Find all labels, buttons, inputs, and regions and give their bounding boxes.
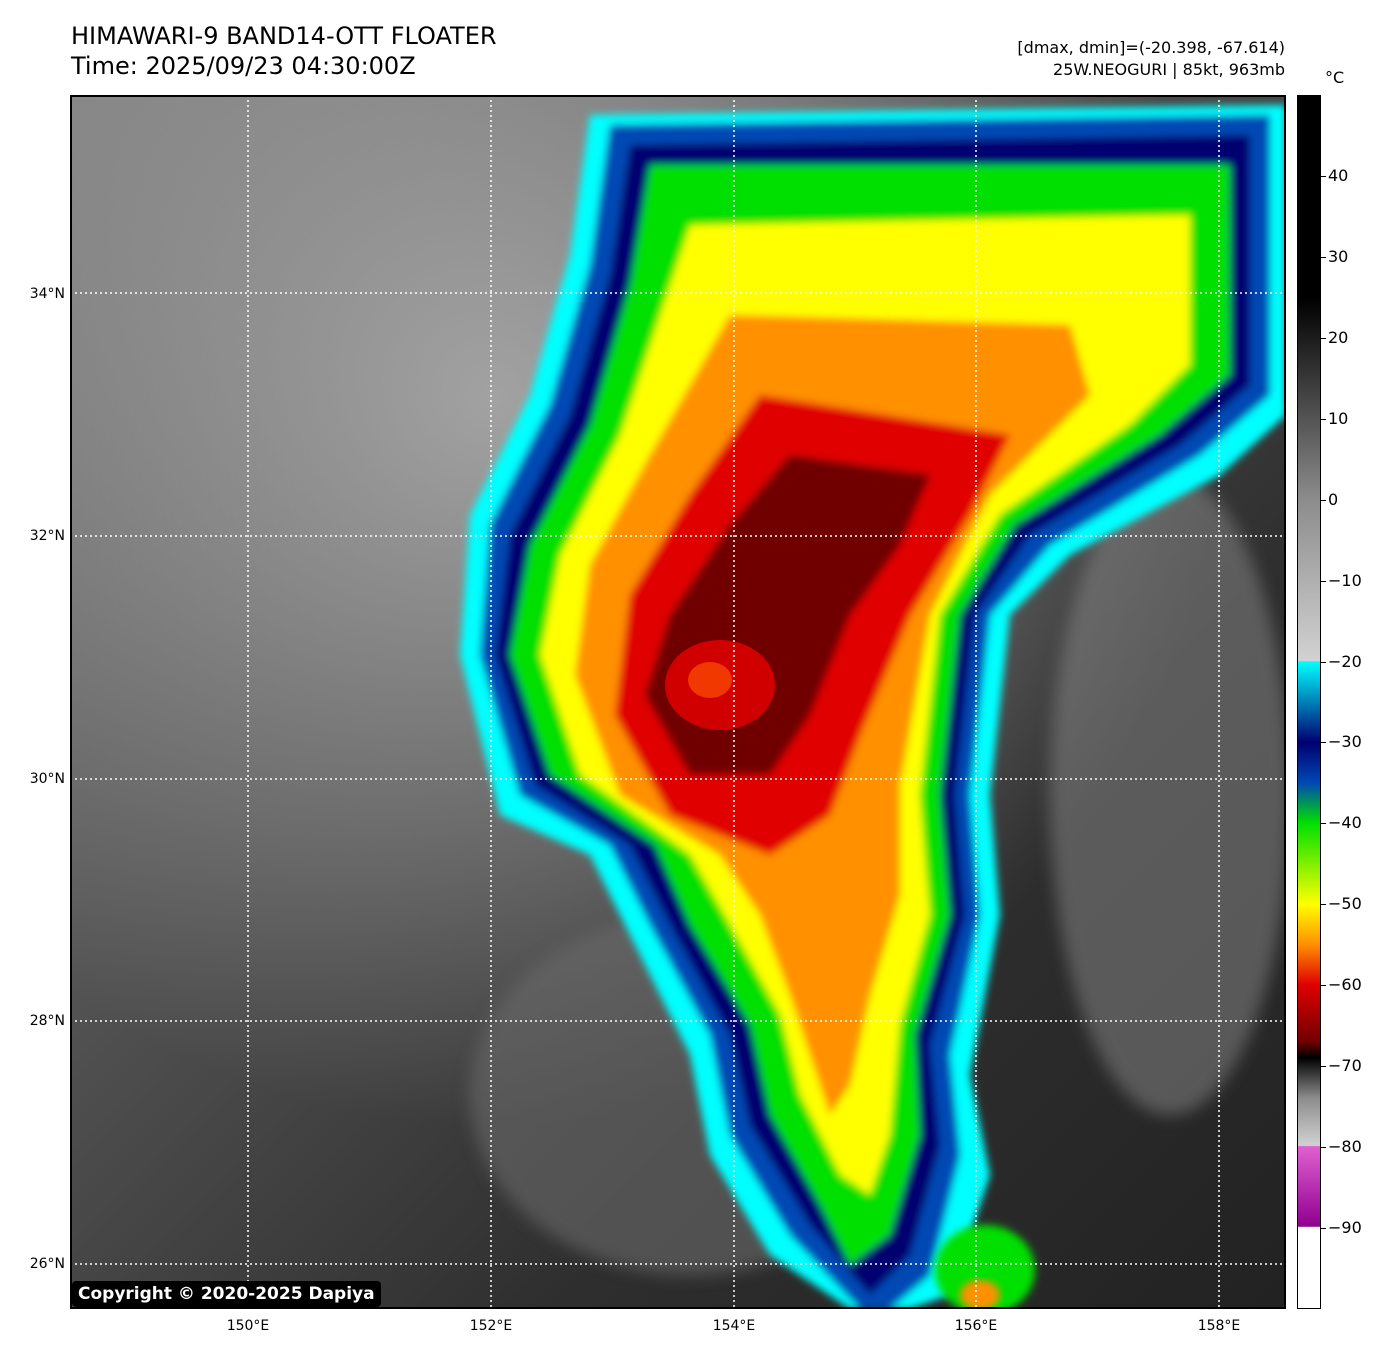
chart-time: Time: 2025/09/23 04:30:00Z — [71, 52, 416, 80]
copyright-text: Copyright © 2020-2025 Dapiya — [72, 1281, 381, 1307]
colorbar-tick — [1321, 418, 1326, 420]
lat-label-28: 28°N — [29, 1013, 65, 1029]
satellite-map — [70, 95, 1286, 1309]
lon-label-154: 154°E — [712, 1318, 756, 1334]
colorbar-label: 10 — [1328, 408, 1349, 428]
colorbar-tick — [1321, 823, 1326, 825]
colorbar-label: −50 — [1328, 894, 1362, 914]
colorbar-label: −90 — [1328, 1218, 1362, 1238]
colorbar-label: 40 — [1328, 165, 1349, 185]
colorbar-tick — [1321, 580, 1326, 582]
lat-label-34: 34°N — [29, 286, 65, 302]
colorbar-label: −70 — [1328, 1056, 1362, 1076]
colorbar-label: 0 — [1328, 489, 1339, 509]
colorbar-tick — [1321, 1147, 1326, 1149]
lat-label-32: 32°N — [29, 528, 65, 544]
satellite-image — [70, 95, 1286, 1309]
lon-label-156: 156°E — [954, 1318, 998, 1334]
colorbar-tick — [1321, 985, 1326, 987]
colorbar-label: −40 — [1328, 813, 1362, 833]
colorbar — [1297, 95, 1321, 1309]
chart-title: HIMAWARI-9 BAND14-OTT FLOATER — [71, 22, 497, 50]
colorbar-label: −10 — [1328, 570, 1362, 590]
lat-label-30: 30°N — [29, 771, 65, 787]
colorbar-tick — [1321, 337, 1326, 339]
colorbar-tick — [1321, 175, 1326, 177]
colorbar-label: −20 — [1328, 651, 1362, 671]
lat-label-26: 26°N — [29, 1256, 65, 1272]
lon-label-150: 150°E — [226, 1318, 270, 1334]
colorbar-label: 30 — [1328, 246, 1349, 266]
colorbar-label: −60 — [1328, 975, 1362, 995]
colorbar-tick — [1321, 661, 1326, 663]
colorbar-tick — [1321, 1228, 1326, 1230]
colorbar-tick — [1321, 256, 1326, 258]
colorbar-label: −80 — [1328, 1137, 1362, 1157]
graticule — [70, 95, 1286, 1309]
colorbar-unit: °C — [1325, 68, 1345, 87]
colorbar-label: −30 — [1328, 732, 1362, 752]
colorbar-tick — [1321, 904, 1326, 906]
colorbar-tick — [1321, 499, 1326, 501]
colorbar-label: 20 — [1328, 327, 1349, 347]
colorbar-tick — [1321, 1066, 1326, 1068]
storm-text: 25W.NEOGURI | 85kt, 963mb — [1053, 60, 1285, 79]
colorbar-tick — [1321, 742, 1326, 744]
lon-label-152: 152°E — [469, 1318, 513, 1334]
range-text: [dmax, dmin]=(-20.398, -67.614) — [1017, 38, 1285, 57]
lon-label-158: 158°E — [1197, 1318, 1241, 1334]
